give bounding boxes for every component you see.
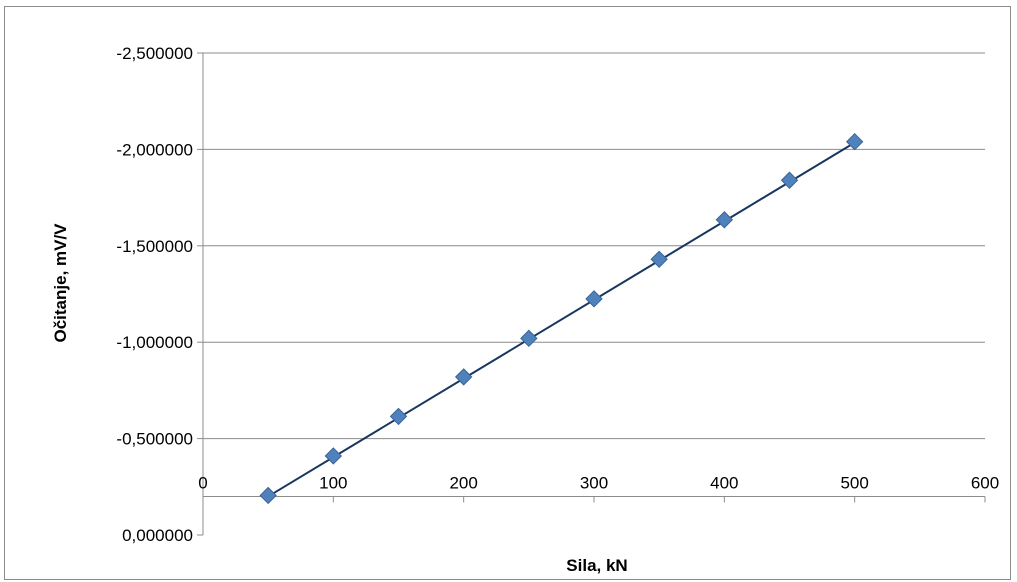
x-tick-label: 100 [319,473,347,492]
y-tick-label: -2,000000 [116,140,193,159]
data-point-marker [715,211,734,229]
x-tick-label: 400 [710,473,738,492]
data-point-marker [454,368,473,386]
data-point-marker [259,486,277,505]
trendline-group [267,141,856,498]
axes [197,52,986,536]
x-tick-label: 300 [580,473,608,492]
y-axis-title: Očitanje, mV/V [51,223,70,343]
data-point-marker [845,132,864,151]
chart-area [4,6,1011,580]
x-tick-label: 500 [840,473,868,492]
data-point-marker [520,329,538,348]
data-point-marker [389,407,408,426]
x-axis-title: Sila, kN [566,556,627,575]
gridlines [203,52,985,440]
y-tick-label: -1,500000 [116,237,193,256]
x-tick-label: 200 [449,473,477,492]
data-point-marker [585,290,603,308]
x-tick-label: 0 [198,473,207,492]
data-point-marker [324,447,343,465]
trendline [267,141,856,498]
tick-labels: 0,000000 -0,500000 -1,000000 -1,500000 -2,00… [116,44,999,545]
y-tick-label: -1,000000 [116,333,193,352]
x-tick-label: 600 [971,473,999,492]
y-tick-label: 0,000000 [122,526,193,545]
data-point-marker [780,171,799,189]
y-tick-label: -0,500000 [116,430,193,449]
y-tick-label: -2,500000 [116,44,193,63]
data-markers [259,132,864,505]
data-point-marker [650,250,668,269]
